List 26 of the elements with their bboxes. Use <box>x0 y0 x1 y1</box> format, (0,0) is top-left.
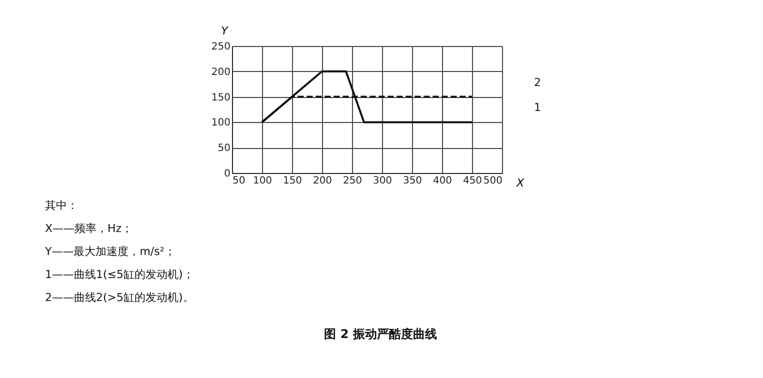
text: Y——最大加速度，m/s²； <box>44 245 176 258</box>
x-tick-label: 450 <box>462 176 482 186</box>
x-tick-label: 300 <box>372 176 392 186</box>
y-tick-label: 50 <box>218 143 230 154</box>
text: 2 <box>534 76 541 89</box>
text: 1——曲线1(≤5缸的发动机)； <box>45 268 194 281</box>
y-tick-label: 150 <box>211 92 230 104</box>
x-tick-label: 400 <box>432 176 452 186</box>
x-tick-label: 500 <box>483 176 502 186</box>
x-axis-title: X <box>516 176 524 190</box>
text: 1 <box>534 101 541 114</box>
text: 其中： <box>45 199 78 212</box>
y-tick-label: 250 <box>211 42 230 52</box>
x-tick-label: 150 <box>282 176 302 186</box>
x-tick-label: 250 <box>342 176 362 186</box>
x-tick-label: 200 <box>312 176 332 186</box>
y-tick-label: 200 <box>211 66 230 78</box>
y-tick-label: 100 <box>211 118 230 129</box>
x-tick-label: 50 <box>232 176 246 186</box>
x-tick-label: 100 <box>252 176 272 186</box>
x-tick-label: 350 <box>402 176 422 186</box>
text: X——频率，Hz； <box>45 222 133 235</box>
y-axis-title: Y <box>221 24 230 38</box>
text: 图 2 振动严酷度曲线 <box>324 327 437 341</box>
y-tick-label: 0 <box>224 168 230 180</box>
text: 2——曲线2(>5缸的发动机)。 <box>45 291 194 304</box>
